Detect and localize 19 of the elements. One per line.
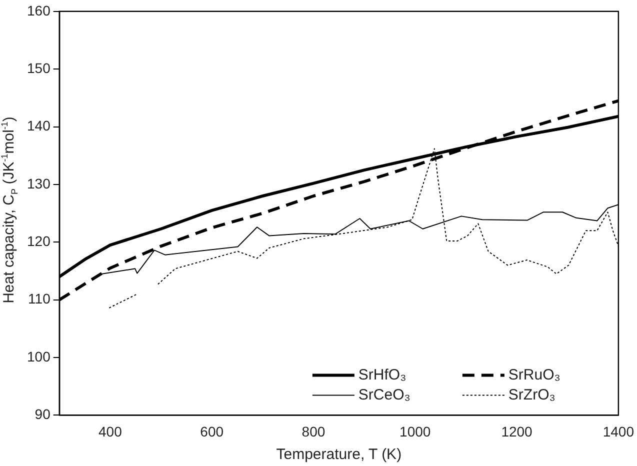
legend-label: SrRuO₃ (508, 366, 560, 384)
y-tick-label: 160 (27, 2, 51, 18)
x-axis-title: Temperature, T (K) (276, 446, 402, 464)
legend-label: SrHfO₃ (358, 366, 406, 384)
x-tick-label: 600 (200, 423, 224, 440)
x-tick-label: 800 (302, 423, 326, 440)
y-tick-label: 100 (27, 348, 51, 364)
y-tick-label: 90 (34, 406, 51, 422)
y-tick-label: 110 (28, 290, 51, 307)
legend-label: SrZrO₃ (508, 386, 556, 404)
y-tick-label: 130 (27, 175, 51, 192)
y-tick-label: 120 (27, 233, 51, 249)
y-tick-label: 140 (27, 118, 51, 134)
x-tick-label: 1000 (400, 423, 431, 440)
legend-label: SrCeO₃ (358, 386, 410, 404)
x-tick-label: 400 (98, 423, 122, 440)
x-tick-label: 1400 (602, 423, 634, 440)
y-tick-label: 150 (27, 60, 51, 76)
x-tick-label: 1200 (501, 423, 533, 440)
